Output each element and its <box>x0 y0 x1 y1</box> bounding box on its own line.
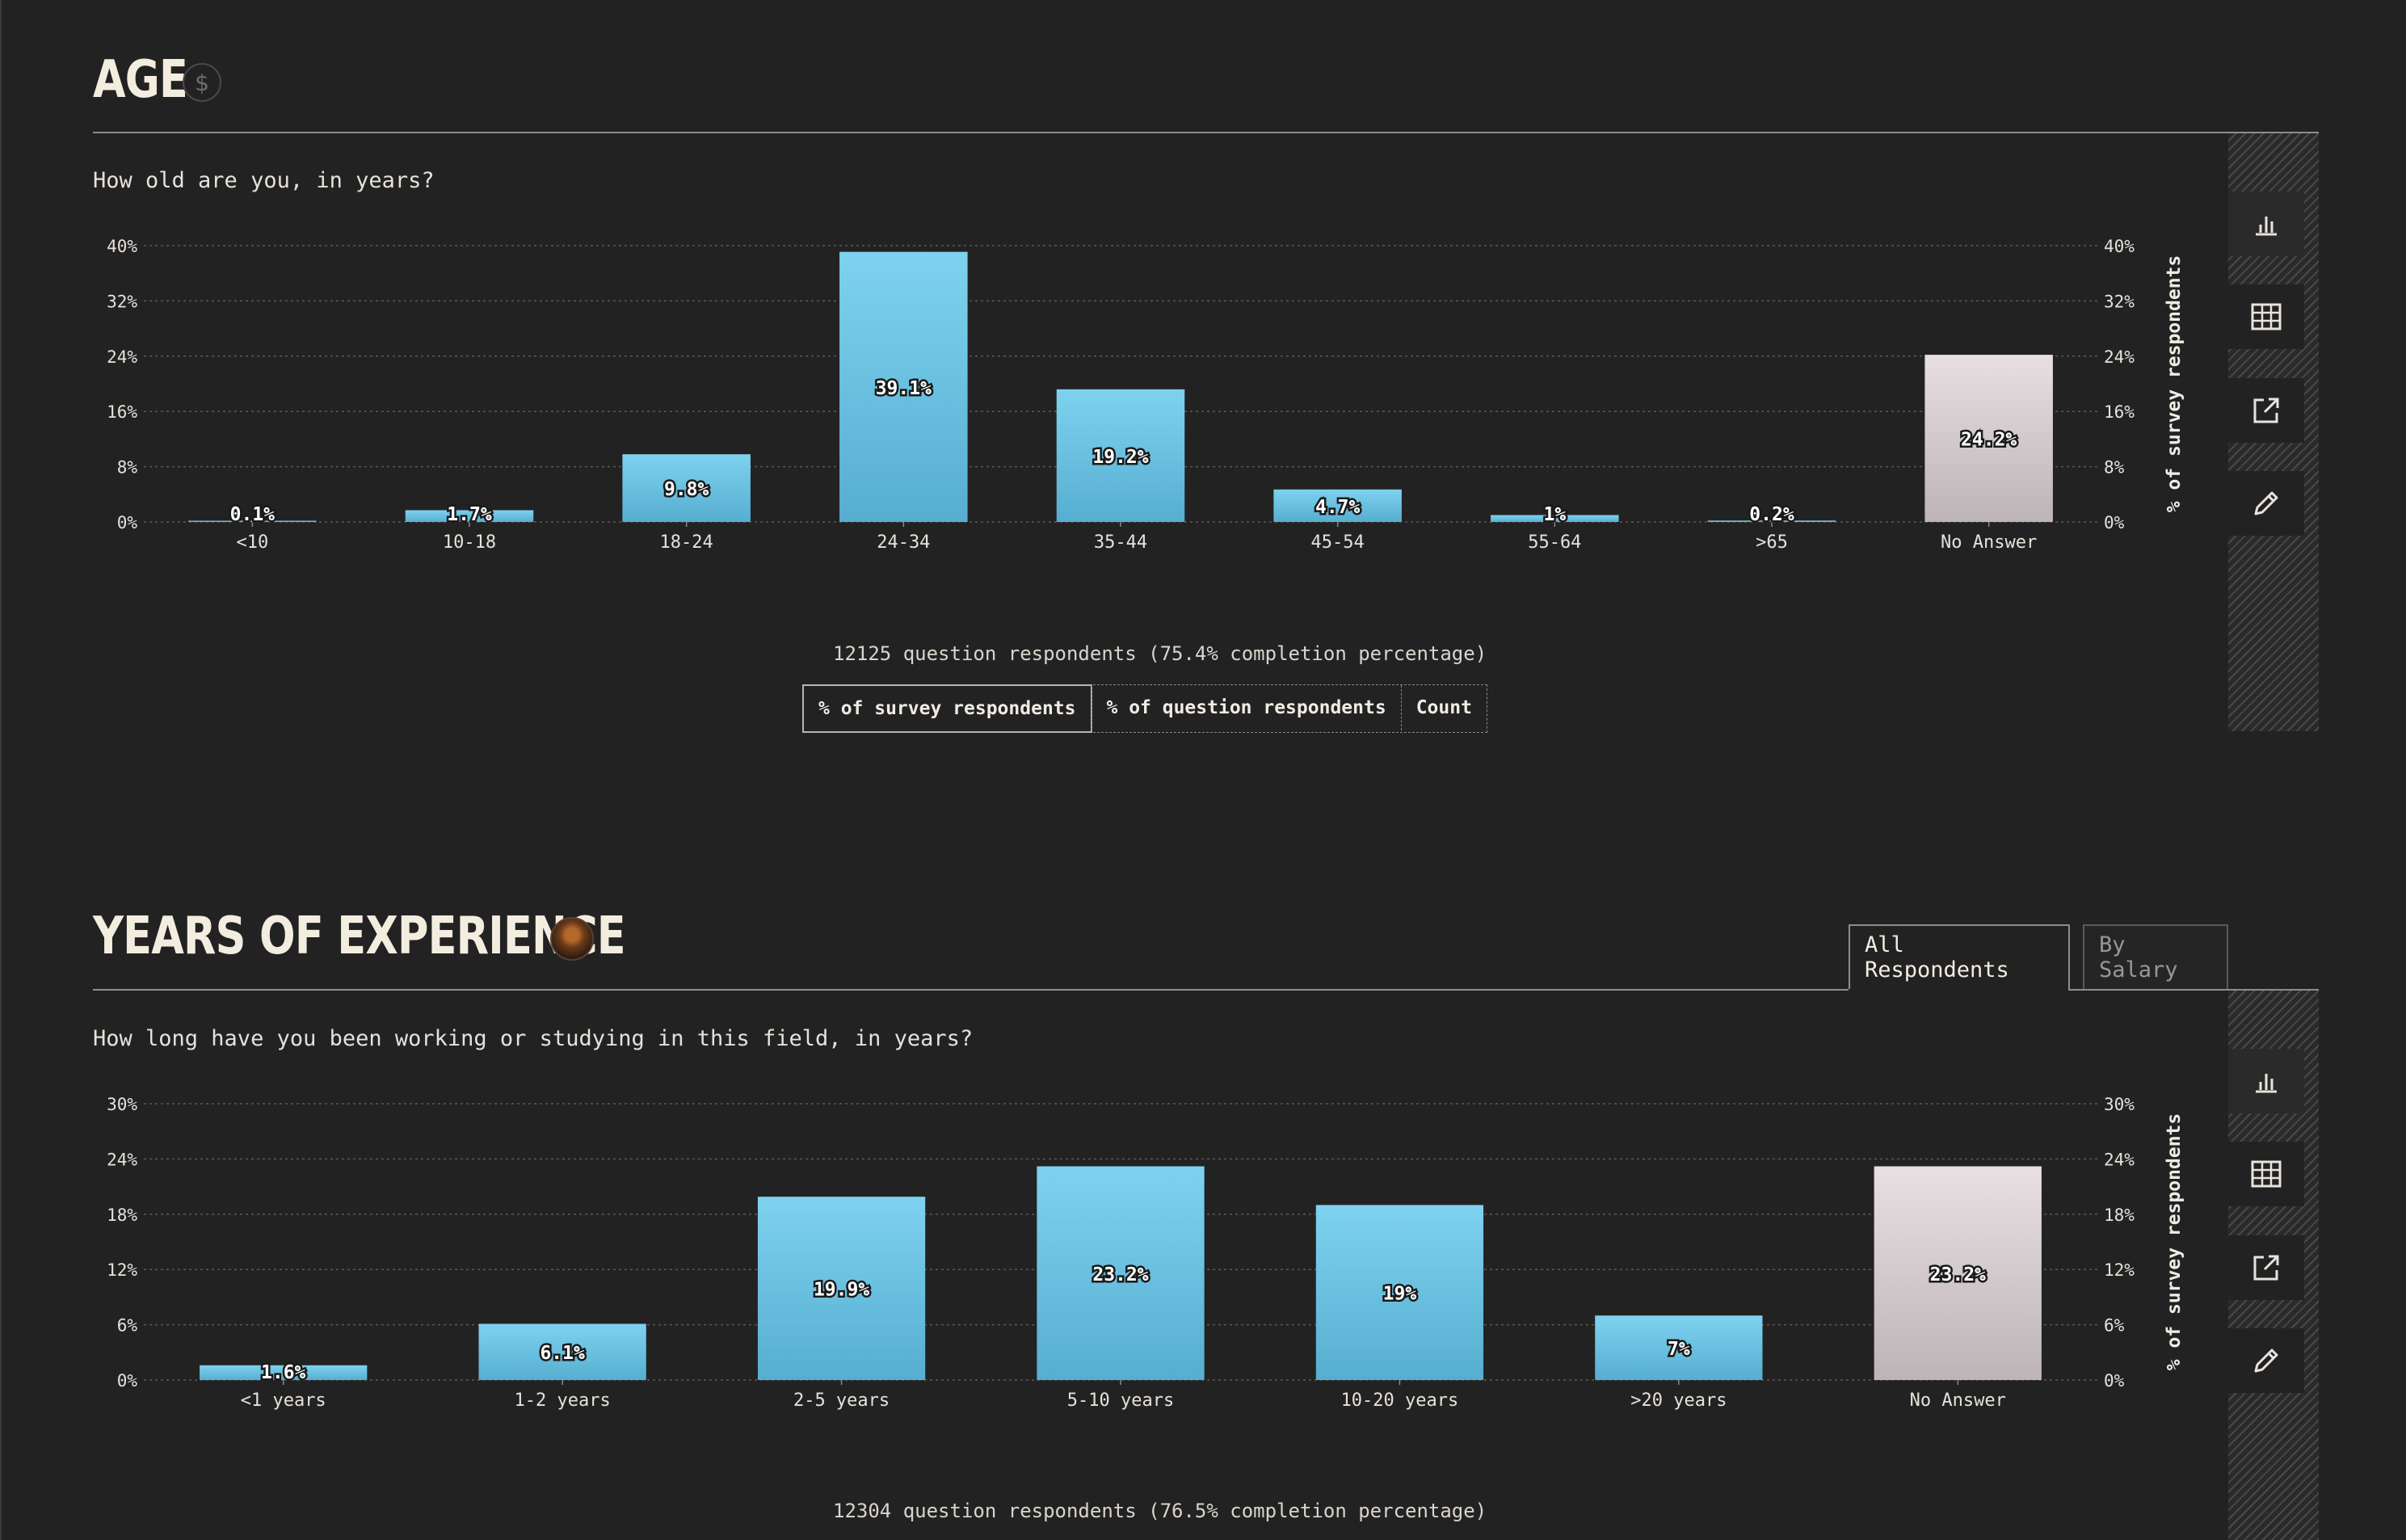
x-tick-label: 55-64 <box>1528 532 1581 553</box>
data-label: 23.2% <box>1930 1264 1986 1285</box>
x-tick-label: 10-18 <box>443 532 496 553</box>
y-tick-label-right: 12% <box>2104 1260 2135 1280</box>
data-label: 0.2% <box>1749 504 1794 525</box>
y-tick-label-right: 24% <box>2104 1150 2135 1169</box>
data-label: 19% <box>1383 1284 1417 1305</box>
x-tick-label: <1 years <box>241 1391 326 1411</box>
y-tick-label-right: 30% <box>2104 1095 2135 1114</box>
x-tick-label: No Answer <box>1910 1391 2006 1411</box>
x-tick-label: 35-44 <box>1094 532 1147 553</box>
x-tick-label: 2-5 years <box>793 1391 890 1411</box>
avatar-icon[interactable] <box>550 917 594 961</box>
y-tick-label-left: 6% <box>117 1316 138 1336</box>
y-axis-label: % of survey respondents <box>2164 1113 2185 1371</box>
y-tick-label-right: 24% <box>2104 347 2135 367</box>
data-label: 19.9% <box>814 1280 869 1301</box>
y-tick-label-left: 16% <box>107 402 137 422</box>
respondents-footnote: 12304 question respondents (76.5% comple… <box>833 1500 1487 1522</box>
data-label: 6.1% <box>540 1343 585 1364</box>
data-label: 39.1% <box>876 378 932 399</box>
y-tick-label-right: 0% <box>2104 1371 2125 1391</box>
y-tick-label-left: 24% <box>107 347 137 367</box>
y-tick-label-left: 18% <box>107 1205 137 1225</box>
x-tick-label: 24-34 <box>877 532 930 553</box>
data-label: 7% <box>1668 1339 1690 1360</box>
y-axis-label: % of survey respondents <box>2164 255 2185 513</box>
x-tick-label: >65 <box>1756 532 1788 553</box>
y-tick-label-left: 24% <box>107 1150 137 1169</box>
y-tick-label-left: 0% <box>117 513 138 532</box>
data-label: 1% <box>1543 504 1566 525</box>
data-label: 24.2% <box>1961 430 2017 451</box>
unit-toggle-group: % of survey respondents % of question re… <box>802 684 1487 733</box>
y-tick-label-right: 18% <box>2104 1205 2135 1225</box>
y-tick-label-left: 32% <box>107 292 137 311</box>
unit-survey-respondents-button[interactable]: % of survey respondents <box>802 684 1092 733</box>
data-label: 1.6% <box>261 1362 306 1383</box>
data-label: 1.7% <box>447 504 492 525</box>
data-label: 4.7% <box>1315 497 1361 518</box>
y-tick-label-right: 32% <box>2104 292 2135 311</box>
y-tick-label-right: 0% <box>2104 513 2125 532</box>
y-tick-label-left: 40% <box>107 237 137 256</box>
data-label: 0.1% <box>230 504 276 525</box>
x-tick-label: 10-20 years <box>1341 1391 1459 1411</box>
x-tick-label: 5-10 years <box>1067 1391 1174 1411</box>
unit-question-respondents-button[interactable]: % of question respondents <box>1092 685 1401 730</box>
experience-bar-chart: 0% 0% 6% 6% 12% 12% 18% 18% 24% 24% 30% 30% % of sur… <box>0 974 2406 1540</box>
age-bar-chart: 0% 0% 8% 8% 16% 16% 24% 24% 32% 32% 40% 40% % of sur… <box>0 0 2406 614</box>
y-tick-label-left: 30% <box>107 1095 137 1114</box>
x-tick-label: >20 years <box>1630 1391 1727 1411</box>
y-tick-label-left: 8% <box>117 458 138 478</box>
x-tick-label: <10 <box>236 532 268 553</box>
data-label: 19.2% <box>1092 447 1148 468</box>
unit-count-button[interactable]: Count <box>1401 685 1487 730</box>
y-tick-label-left: 12% <box>107 1260 137 1280</box>
y-tick-label-left: 0% <box>117 1371 138 1391</box>
y-tick-label-right: 6% <box>2104 1316 2125 1336</box>
x-tick-label: 1-2 years <box>515 1391 611 1411</box>
data-label: 23.2% <box>1092 1264 1148 1285</box>
x-tick-label: 18-24 <box>660 532 713 553</box>
y-tick-label-right: 8% <box>2104 458 2125 478</box>
y-tick-label-right: 16% <box>2104 402 2135 422</box>
data-label: 9.8% <box>664 479 709 500</box>
x-tick-label: 45-54 <box>1311 532 1365 553</box>
y-tick-label-right: 40% <box>2104 237 2135 256</box>
x-tick-label: No Answer <box>1941 532 2037 553</box>
respondents-footnote: 12125 question respondents (75.4% comple… <box>833 642 1487 665</box>
section-title: YEARS OF EXPERIENCE <box>93 907 625 966</box>
